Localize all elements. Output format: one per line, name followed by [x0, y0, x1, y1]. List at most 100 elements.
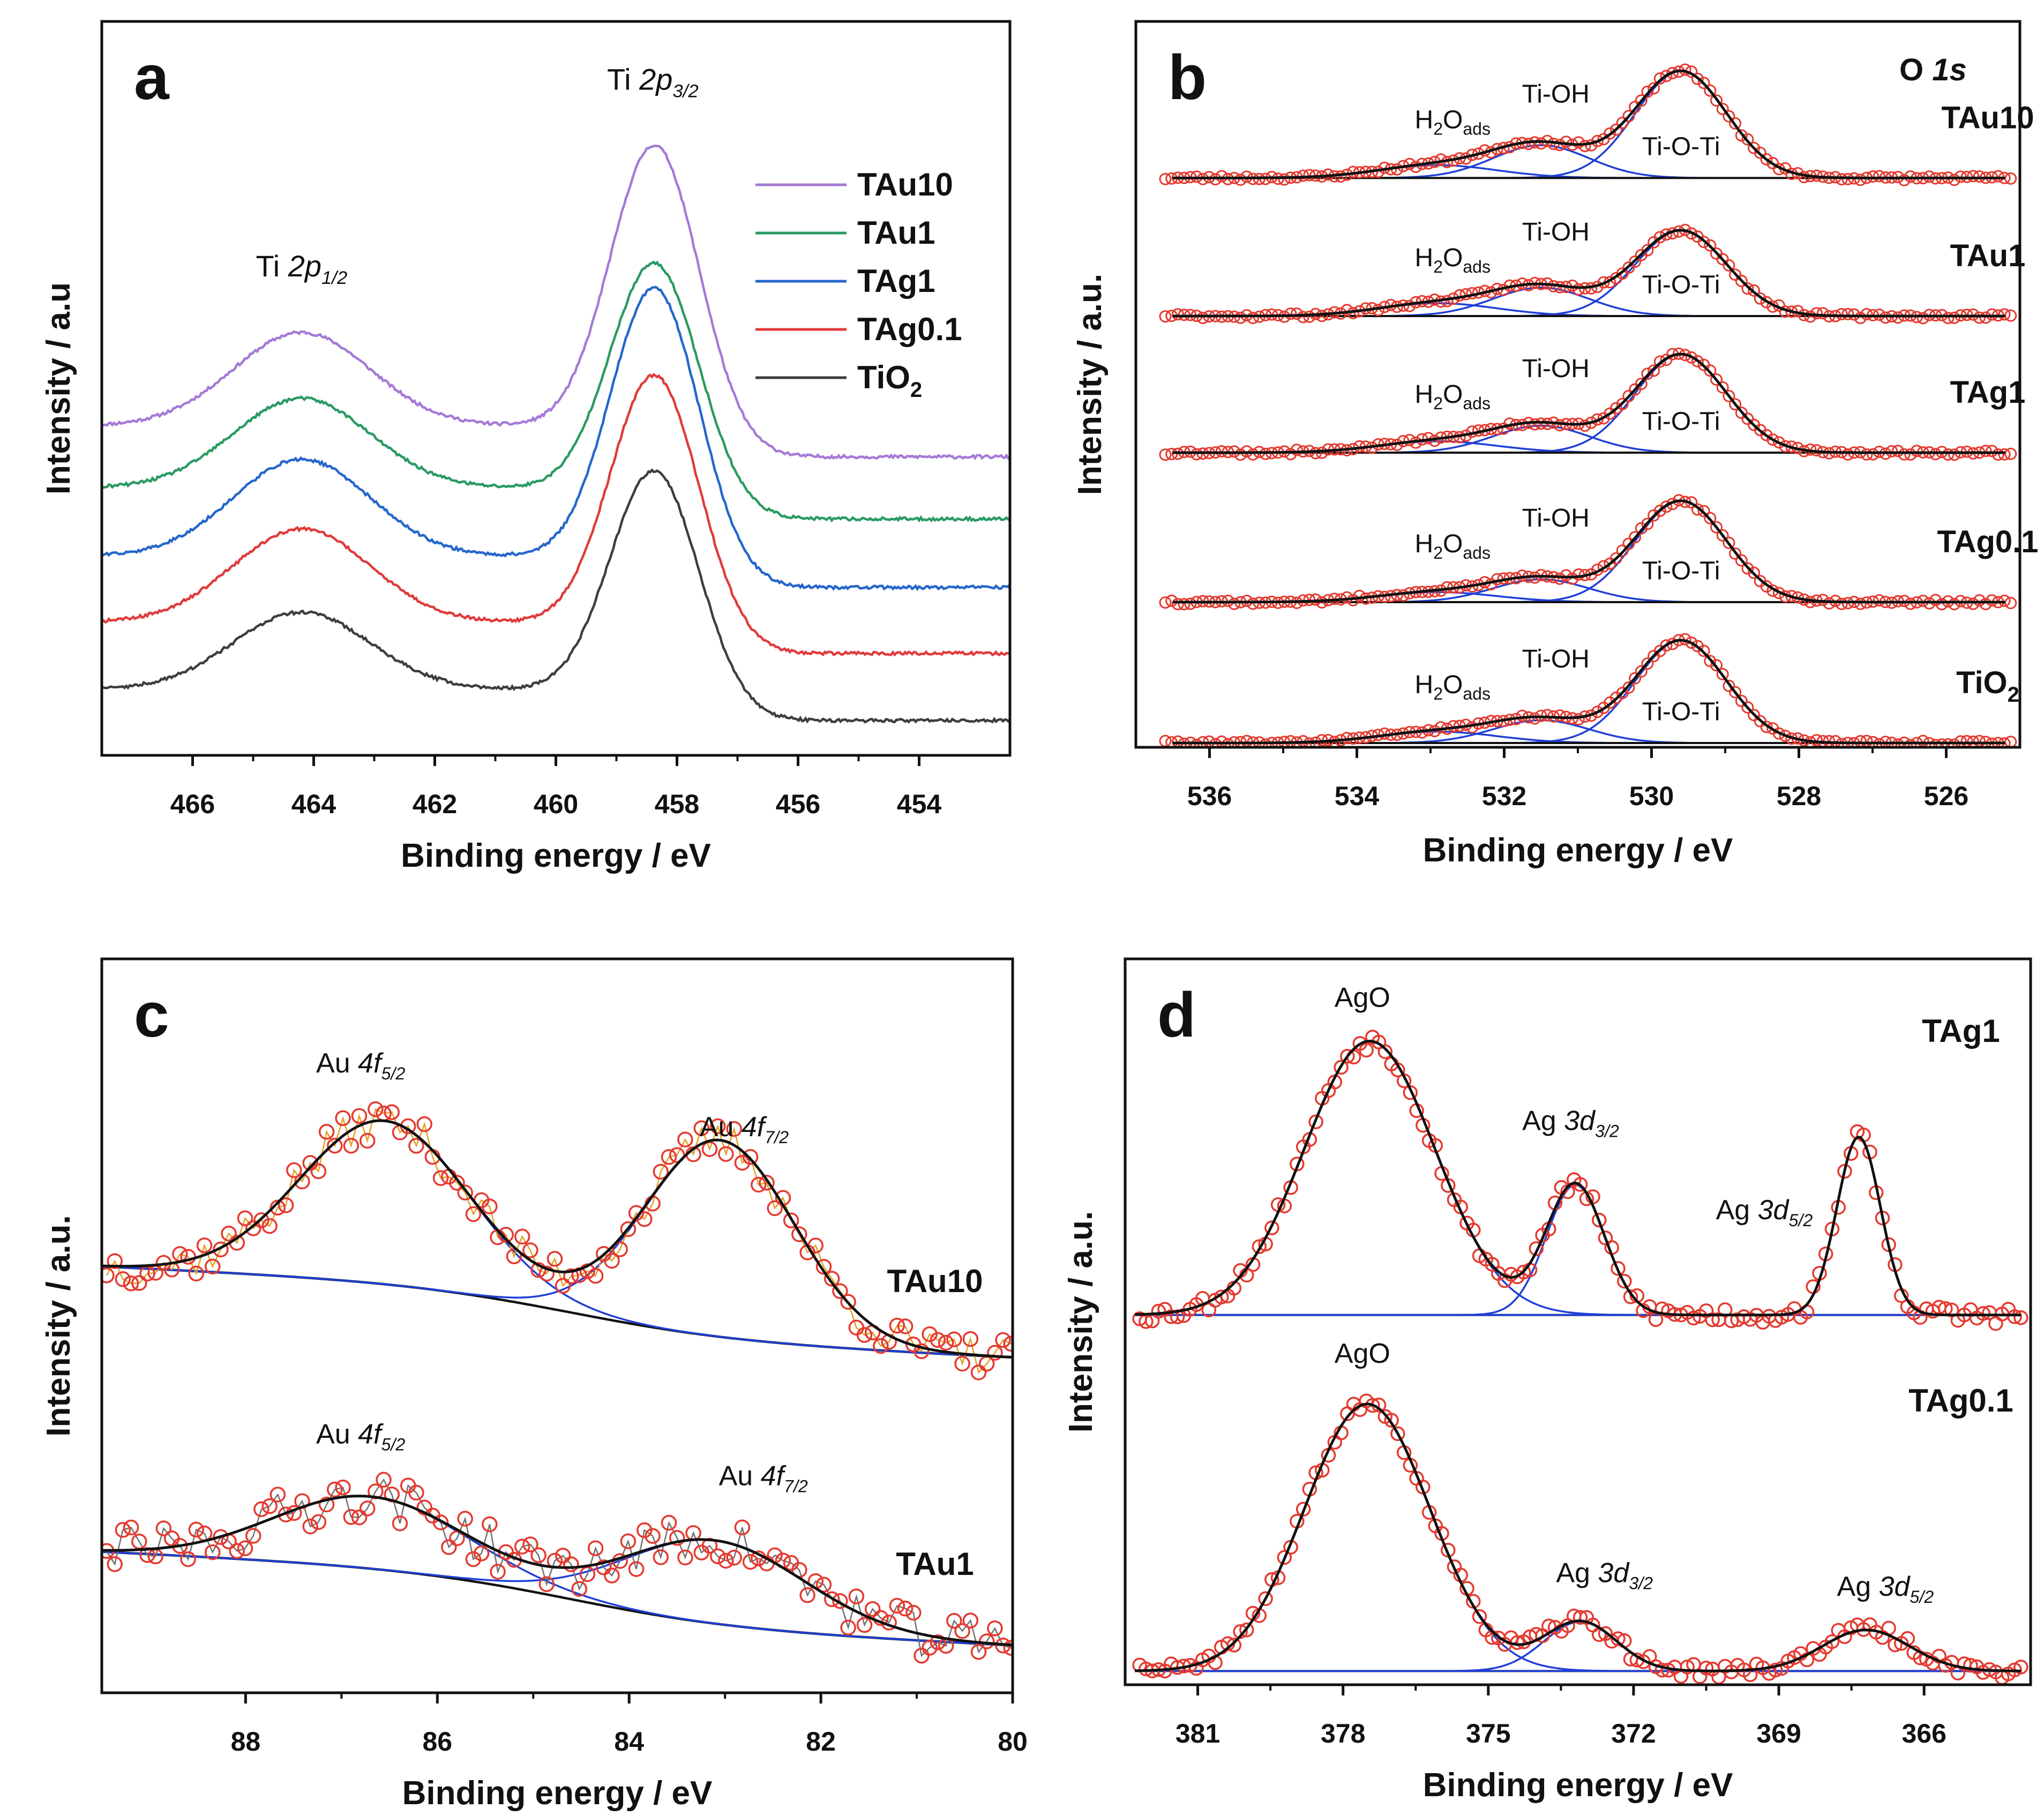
data-point — [1641, 85, 1654, 98]
data-point — [318, 1496, 335, 1513]
data-point — [1685, 636, 1698, 649]
data-point — [522, 1242, 538, 1258]
data-point — [261, 1218, 278, 1234]
data-point — [1929, 594, 1942, 606]
data-point — [1215, 170, 1228, 183]
data-point — [1680, 1660, 1695, 1675]
data-point — [1258, 1591, 1273, 1607]
data-point — [751, 1176, 767, 1193]
data-point — [1616, 116, 1629, 129]
data-point — [1196, 312, 1209, 324]
data-point — [384, 1104, 400, 1120]
data-point — [1529, 1241, 1544, 1256]
data-point — [832, 1593, 848, 1609]
data-point — [123, 1275, 139, 1292]
data-point — [1991, 170, 2004, 183]
data-point — [1685, 351, 1698, 364]
data-point — [1159, 448, 1172, 461]
data-point — [856, 1327, 873, 1343]
data-point — [1247, 312, 1260, 324]
x-axis-b: 536 534 532 530 528 526 — [1187, 747, 1968, 811]
data-point — [1916, 734, 1929, 747]
data-point — [196, 1237, 213, 1254]
data-point — [1611, 1261, 1626, 1276]
data-point — [1653, 231, 1666, 244]
data-point — [188, 1521, 205, 1538]
data-point — [1604, 127, 1616, 140]
data-point — [1975, 1306, 1991, 1321]
data-point — [1622, 110, 1635, 123]
data-point — [310, 1514, 327, 1530]
data-point — [1873, 594, 1885, 607]
data-point — [1629, 672, 1642, 685]
data-point — [1741, 412, 1754, 425]
data-point — [1697, 644, 1710, 657]
data-point — [1979, 311, 1992, 324]
data-point — [1277, 1550, 1292, 1565]
data-point — [359, 1132, 376, 1149]
data-point — [1854, 312, 1867, 325]
data-point — [1729, 686, 1742, 699]
data-point — [1723, 110, 1735, 123]
data-point — [709, 1548, 726, 1564]
data-point — [587, 1540, 604, 1556]
data-point — [1340, 1048, 1355, 1064]
data-point — [465, 1206, 482, 1222]
h2o-ads-label: H2Oads — [1415, 106, 1491, 138]
data-point — [1529, 418, 1541, 431]
plot-area-c — [102, 1101, 1013, 1664]
x-axis-d: 381 378 375 372 369 366 — [1176, 1685, 1946, 1749]
data-point — [1954, 170, 1967, 183]
data-point — [1641, 657, 1654, 670]
data-point — [1516, 709, 1529, 722]
peak-label: Au 4f5/2 — [316, 1048, 405, 1083]
data-point — [555, 1548, 571, 1564]
data-point — [1904, 597, 1917, 610]
data-point — [1239, 1622, 1254, 1638]
data-point — [1942, 312, 1955, 325]
data-point — [1710, 521, 1723, 534]
data-point — [1228, 597, 1241, 610]
data-point — [1247, 448, 1260, 461]
data-point — [1284, 448, 1297, 461]
data-point — [1697, 505, 1710, 517]
data-point — [1403, 434, 1416, 446]
data-point — [661, 1149, 677, 1165]
data-point — [1829, 735, 1842, 747]
data-point — [1686, 1310, 1701, 1326]
data-point — [1151, 1303, 1166, 1319]
panel-letter: a — [134, 42, 170, 113]
fit-envelope-TAg0.1 — [1135, 1402, 2021, 1672]
data-point — [637, 1522, 653, 1539]
data-point — [1804, 310, 1817, 323]
data-point — [823, 1271, 840, 1287]
data-point — [742, 1554, 759, 1570]
fit-envelope-TAg1 — [1135, 1039, 2021, 1317]
data-point — [1967, 597, 1980, 610]
data-point — [954, 1623, 970, 1639]
data-point — [1553, 139, 1566, 152]
data-point — [1390, 1426, 1405, 1442]
data-point — [1735, 275, 1748, 287]
data-point — [335, 1479, 351, 1496]
data-point — [1854, 174, 1867, 186]
x-tick-label: 86 — [423, 1727, 453, 1757]
data-point — [1641, 367, 1654, 380]
h2o-ads-label: H2Oads — [1415, 244, 1491, 276]
data-point — [1867, 448, 1880, 461]
y-axis-label: Intensity / a.u. — [1072, 274, 1109, 495]
data-point — [1716, 103, 1729, 115]
component-2 — [1135, 1136, 2021, 1316]
data-point — [1891, 445, 1904, 457]
data-point — [1986, 308, 1998, 321]
data-point — [506, 1248, 522, 1265]
data-point — [1760, 429, 1773, 441]
data-point — [1935, 738, 1948, 747]
peak-label: Au 4f7/2 — [700, 1112, 789, 1147]
series-line-TAu10 — [102, 144, 1010, 461]
data-point — [1742, 1667, 1758, 1682]
data-point — [1898, 174, 1911, 186]
data-point — [1998, 448, 2011, 461]
data-point — [1944, 1302, 1959, 1318]
data-point — [1641, 517, 1654, 530]
